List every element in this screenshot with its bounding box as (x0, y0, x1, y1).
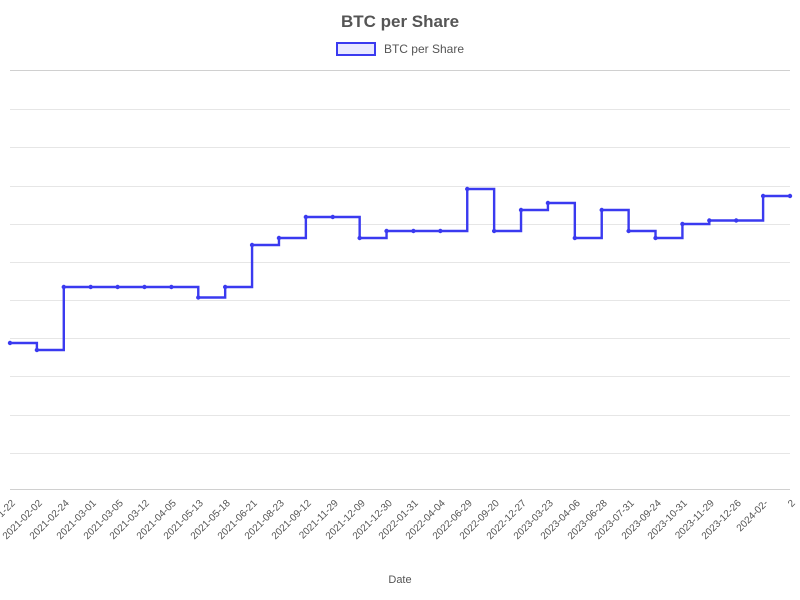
data-marker (680, 222, 684, 226)
data-marker (169, 285, 173, 289)
data-marker (250, 243, 254, 247)
x-tick-label: 1-22 (0, 498, 18, 520)
data-marker (438, 229, 442, 233)
data-marker (196, 295, 200, 299)
chart-container: BTC per Share BTC per Share 1-222021-02-… (0, 0, 800, 600)
data-marker (357, 236, 361, 240)
data-marker (788, 194, 792, 198)
data-marker (331, 215, 335, 219)
data-marker (277, 236, 281, 240)
data-marker (653, 236, 657, 240)
data-marker (35, 348, 39, 352)
data-marker (546, 201, 550, 205)
x-tick-label: 2 (786, 498, 798, 510)
x-axis-title: Date (0, 574, 800, 586)
data-marker (734, 218, 738, 222)
data-marker (626, 229, 630, 233)
data-marker (573, 236, 577, 240)
data-marker (492, 229, 496, 233)
data-marker (707, 218, 711, 222)
data-marker (115, 285, 119, 289)
data-marker (8, 341, 12, 345)
data-marker (304, 215, 308, 219)
data-marker (761, 194, 765, 198)
data-marker (411, 229, 415, 233)
data-marker (142, 285, 146, 289)
legend-label: BTC per Share (384, 42, 464, 56)
data-marker (600, 208, 604, 212)
series-line (10, 189, 790, 350)
plot-svg (10, 70, 790, 490)
legend-swatch (336, 42, 376, 56)
chart-legend: BTC per Share (0, 42, 800, 56)
data-marker (519, 208, 523, 212)
data-marker (62, 285, 66, 289)
data-marker (223, 285, 227, 289)
chart-title: BTC per Share (0, 12, 800, 32)
data-marker (88, 285, 92, 289)
data-marker (384, 229, 388, 233)
data-marker (465, 187, 469, 191)
